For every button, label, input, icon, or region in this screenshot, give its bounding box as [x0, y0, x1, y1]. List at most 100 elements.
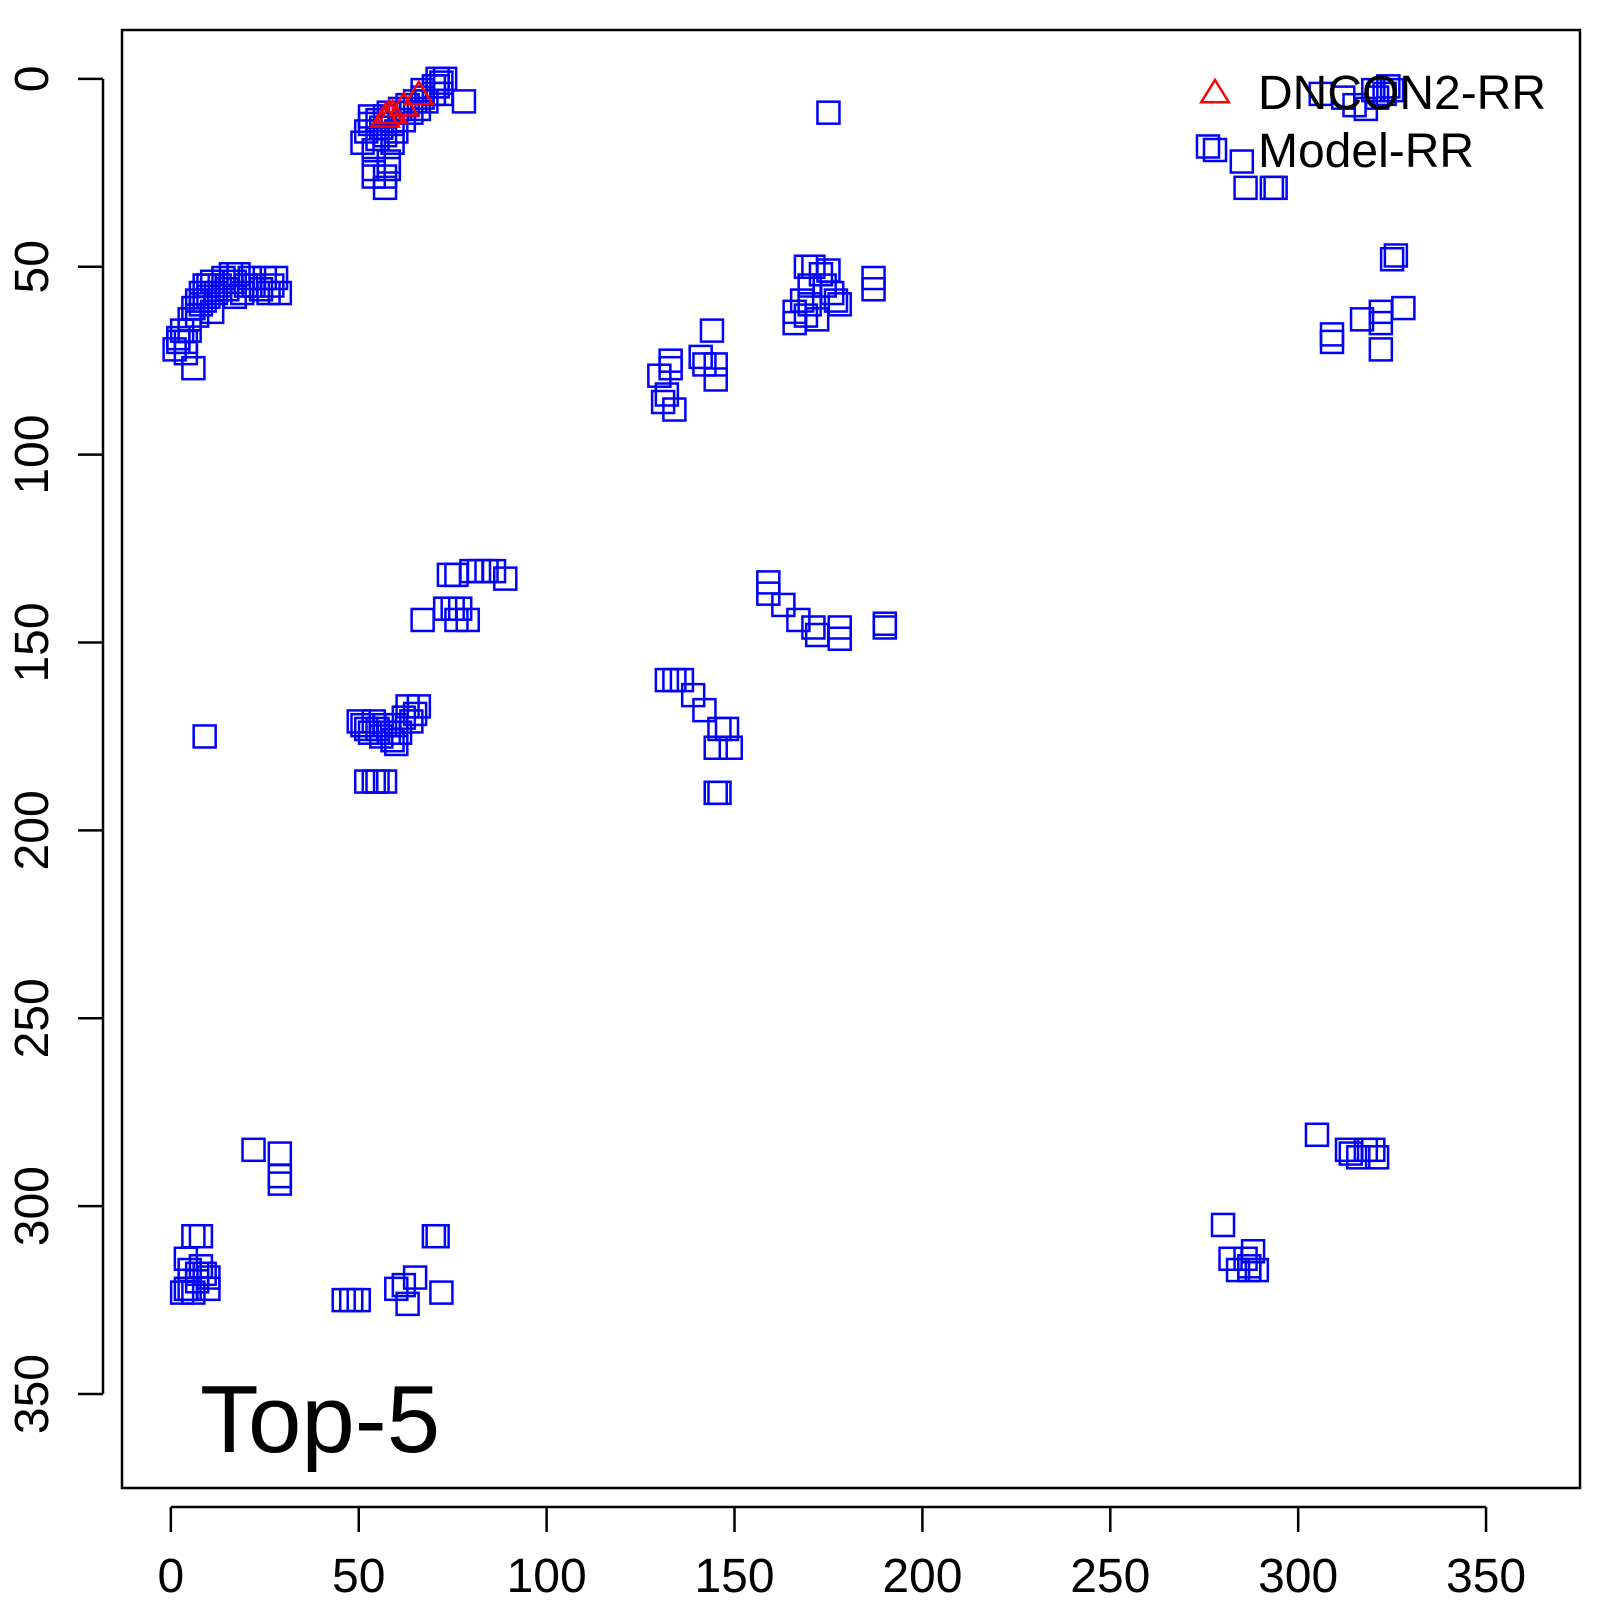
data-point-square: [1383, 243, 1409, 268]
data-point-square: [1233, 175, 1258, 201]
data-point-square: [425, 1223, 450, 1249]
data-point-triangle: [402, 79, 435, 106]
data-point-square: [1379, 246, 1405, 272]
data-point-square: [1210, 1212, 1236, 1238]
data-point-square: [816, 100, 841, 125]
data-point-square: [199, 299, 225, 325]
data-point-square: [1368, 337, 1394, 362]
data-point-square: [402, 1265, 428, 1290]
data-point-square: [429, 70, 454, 95]
data-point-square: [406, 694, 432, 719]
data-point-square: [827, 626, 852, 652]
x-tick-label: 200: [882, 1550, 962, 1600]
data-point-square: [425, 74, 450, 99]
data-point-square: [402, 701, 428, 727]
data-point-square: [432, 66, 458, 92]
y-tick-label: 350: [6, 1354, 59, 1434]
data-point-square: [399, 709, 424, 734]
data-point-square: [429, 1280, 454, 1305]
data-point-square: [801, 615, 826, 640]
data-point-square: [372, 769, 398, 794]
data-point-square: [192, 1261, 217, 1287]
data-point-square: [1346, 1145, 1371, 1170]
data-point-square: [1361, 1137, 1386, 1163]
data-point-square: [658, 355, 683, 381]
data-point-square: [789, 288, 815, 313]
data-point-square: [1244, 1257, 1270, 1283]
legend-triangle-marker: [1198, 77, 1232, 104]
data-point-square: [861, 277, 886, 302]
x-tick-label: 350: [1446, 1550, 1526, 1600]
data-point-square: [699, 318, 725, 343]
x-tick-label: 300: [1258, 1550, 1338, 1600]
data-point-square: [493, 566, 518, 591]
data-point-square: [786, 607, 811, 633]
data-point-square: [823, 288, 849, 313]
data-point-square: [451, 89, 477, 114]
data-point-square: [1263, 175, 1288, 201]
data-point-square: [241, 1137, 266, 1163]
data-point-square: [384, 731, 409, 757]
data-point-square: [703, 352, 728, 377]
data-point-square: [169, 1280, 195, 1305]
data-point-square: [196, 1276, 221, 1302]
y-tick-label: 200: [6, 790, 59, 870]
legend-square-marker: [1202, 137, 1228, 163]
data-point-square: [804, 307, 830, 332]
data-point-square: [1319, 329, 1345, 355]
x-tick-label: 100: [507, 1550, 587, 1600]
x-tick-label: 50: [332, 1550, 385, 1600]
data-point-square: [1368, 310, 1394, 336]
plot-frame: [120, 28, 1582, 1490]
x-tick-label: 150: [694, 1550, 774, 1600]
data-point-triangle: [376, 98, 409, 125]
data-point-square: [692, 697, 717, 723]
legend-label: DNCON2-RR: [1258, 67, 1546, 120]
data-point-square: [654, 382, 680, 407]
data-point-square: [827, 292, 852, 317]
data-point-square: [872, 615, 898, 640]
y-tick-label: 50: [6, 240, 59, 293]
points-layer: [162, 66, 1416, 1317]
data-point-square: [181, 355, 206, 381]
data-point-square: [267, 280, 293, 306]
data-point-square: [1364, 1145, 1390, 1170]
y-tick-label: 0: [6, 65, 59, 92]
series-dncon2-rr: [368, 79, 435, 128]
data-point-square: [1379, 77, 1405, 103]
data-point-square: [267, 1171, 293, 1196]
data-point-square: [1229, 149, 1255, 174]
y-tick-label: 100: [6, 415, 59, 495]
plot-annotation: Top-5: [200, 1366, 440, 1473]
data-point-square: [1372, 81, 1397, 107]
data-point-square: [1195, 134, 1221, 159]
legend-item: Model-RR: [1202, 125, 1474, 178]
data-point-square: [192, 724, 217, 749]
data-point-square: [714, 716, 740, 742]
data-point-square: [703, 367, 728, 392]
y-tick-label: 250: [6, 978, 59, 1058]
y-tick-label: 150: [6, 602, 59, 682]
data-point-square: [188, 1223, 214, 1249]
data-point-square: [1376, 74, 1401, 99]
x-tick-label: 250: [1070, 1550, 1150, 1600]
data-point-square: [376, 156, 402, 182]
data-point-square: [771, 592, 796, 618]
data-point-square: [263, 265, 289, 291]
data-point-square: [718, 735, 744, 760]
data-point-square: [395, 1291, 420, 1317]
data-point-square: [1304, 1122, 1330, 1148]
data-point-square: [1240, 1239, 1266, 1264]
data-point-square: [662, 397, 687, 422]
data-point-square: [455, 607, 480, 633]
data-point-square: [707, 780, 732, 806]
x-axis: 0 50 100 150 200 250 300 350: [157, 1505, 1526, 1600]
data-point-square: [260, 273, 285, 298]
legend-item: DNCON2-RR: [1198, 67, 1546, 120]
x-tick-label: 0: [157, 1550, 184, 1600]
data-point-square: [372, 175, 398, 201]
data-point-square: [1349, 307, 1375, 332]
